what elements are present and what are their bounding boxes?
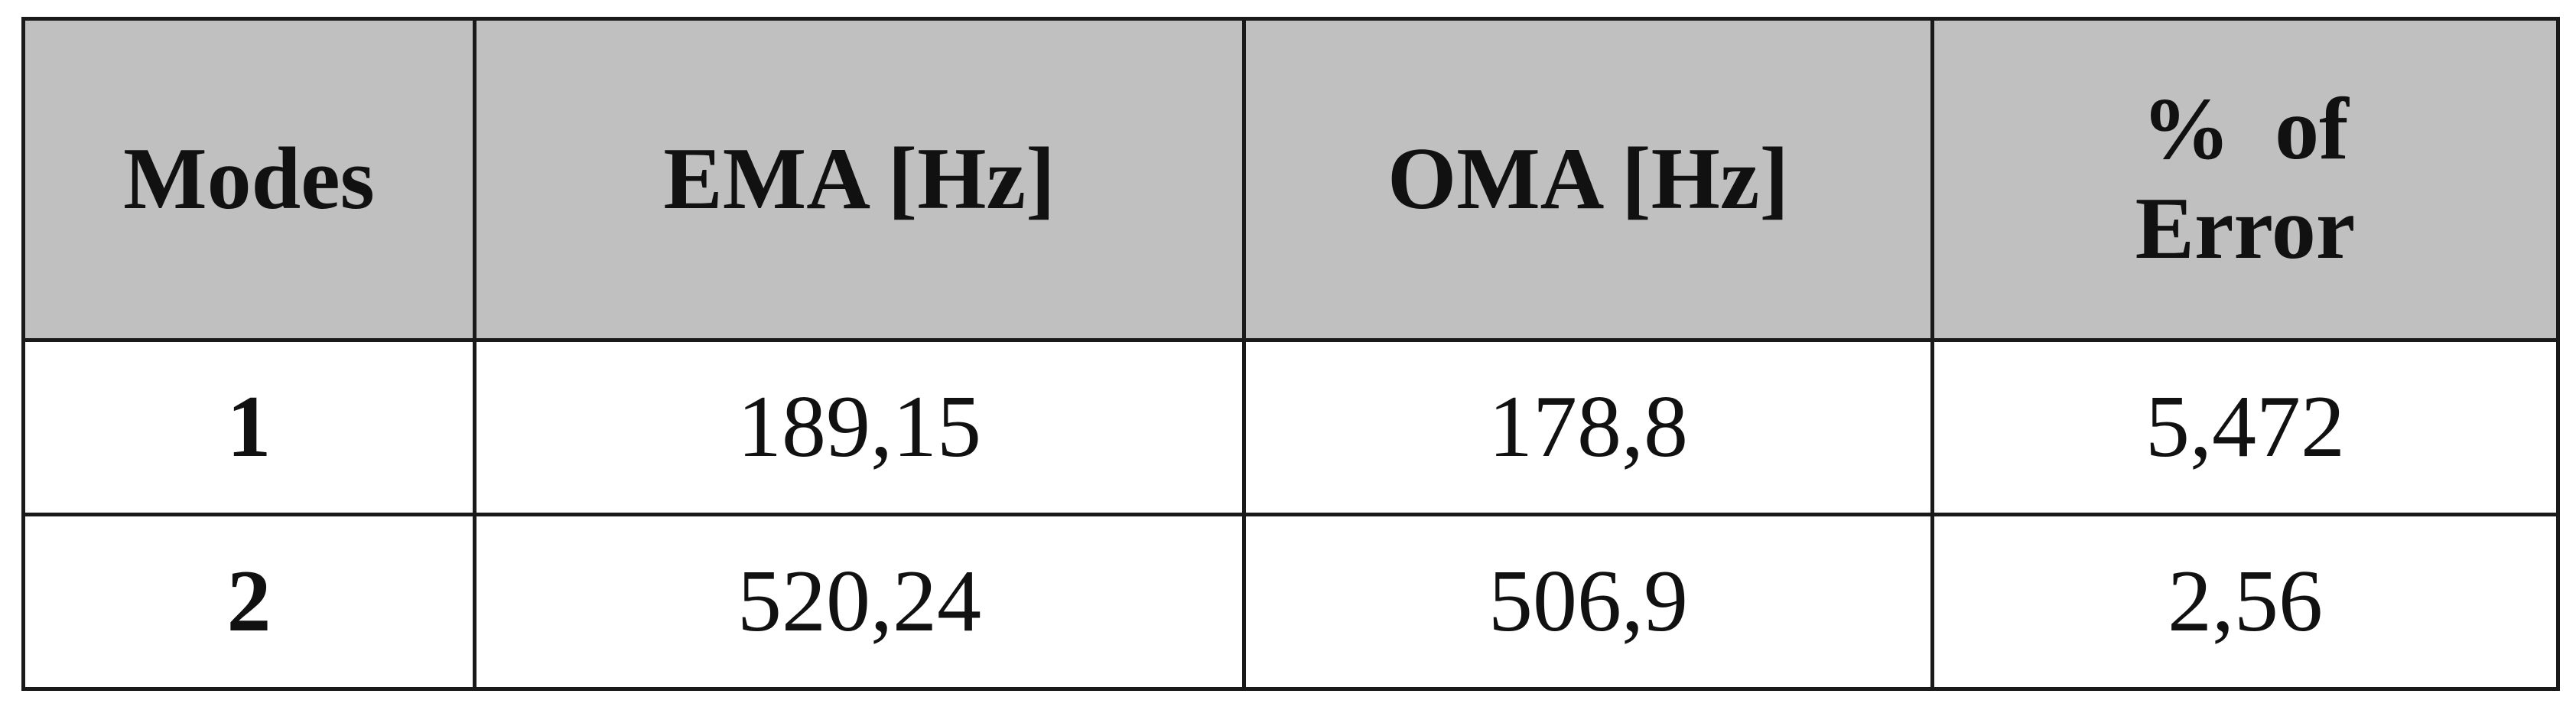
cell-ema: 189,15	[473, 338, 1246, 516]
table-row: 1 189,15 178,8 5,472	[21, 338, 2560, 516]
header-ema: EMA [Hz]	[473, 17, 1246, 342]
cell-mode: 1	[21, 338, 476, 516]
header-error-line1: % of	[2142, 80, 2349, 178]
cell-mode: 2	[21, 513, 476, 691]
cell-ema: 520,24	[473, 513, 1246, 691]
table-row: 2 520,24 506,9 2,56	[21, 513, 2560, 691]
cell-error: 5,472	[1930, 338, 2560, 516]
modes-comparison-table: Modes EMA [Hz] OMA [Hz] % of Error 1 189…	[21, 17, 2560, 691]
cell-error: 2,56	[1930, 513, 2560, 691]
header-modes: Modes	[21, 17, 476, 342]
header-error-line2: Error	[2135, 179, 2356, 278]
header-error: % of Error	[1930, 17, 2560, 342]
header-oma: OMA [Hz]	[1242, 17, 1934, 342]
table-header-row: Modes EMA [Hz] OMA [Hz] % of Error	[21, 17, 2560, 342]
cell-oma: 506,9	[1242, 513, 1934, 691]
cell-oma: 178,8	[1242, 338, 1934, 516]
